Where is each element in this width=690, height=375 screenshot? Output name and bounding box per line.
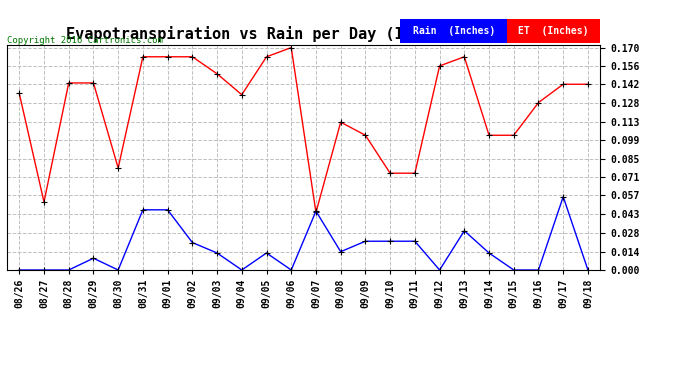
Text: ET  (Inches): ET (Inches) xyxy=(518,26,589,36)
Text: Copyright 2016 Cartronics.com: Copyright 2016 Cartronics.com xyxy=(7,36,163,45)
Title: Evapotranspiration vs Rain per Day (Inches) 20160919: Evapotranspiration vs Rain per Day (Inch… xyxy=(66,27,541,42)
Text: Rain  (Inches): Rain (Inches) xyxy=(413,26,495,36)
